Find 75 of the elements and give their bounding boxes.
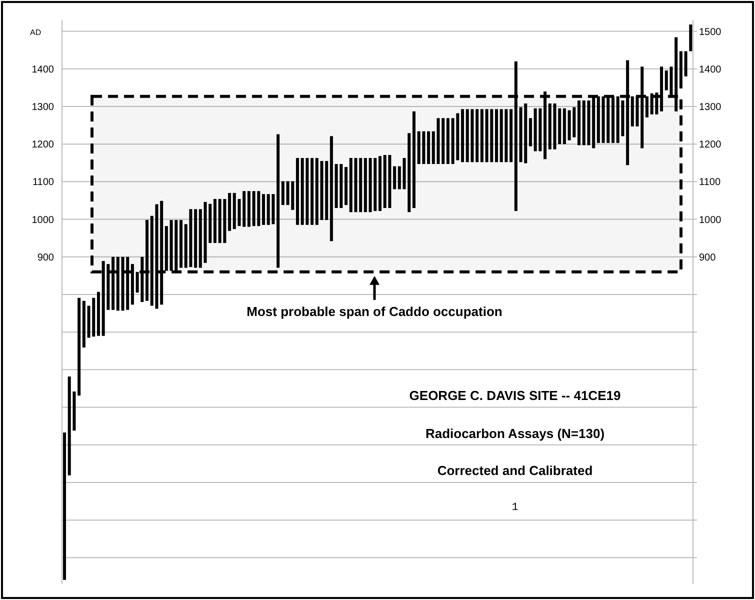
y2-tick-label: 1400 (699, 64, 722, 76)
y-tick-label: 1200 (32, 140, 54, 151)
bar (359, 158, 362, 212)
annotation: 1 (510, 501, 520, 516)
bar (689, 24, 692, 52)
bar (510, 109, 513, 162)
y-tick-label: 1400 (32, 64, 54, 76)
y-axis-title: AD (30, 28, 42, 37)
bar (514, 61, 518, 212)
bar (315, 158, 318, 225)
bar (112, 256, 115, 310)
bar (344, 167, 348, 205)
bar (146, 220, 149, 301)
bar (96, 292, 100, 336)
legend-label: Most probable span of Caddo occupation (246, 304, 502, 319)
y2-tick-label: 1200 (699, 140, 722, 151)
bar (78, 298, 81, 396)
y2-tick-label: 900 (699, 252, 716, 264)
bar (126, 256, 130, 310)
bar (378, 156, 382, 212)
bar (442, 118, 445, 164)
bar (276, 134, 280, 268)
bar (213, 198, 216, 243)
bar (164, 226, 168, 271)
y-tick-label: 1300 (32, 102, 54, 114)
bar (544, 91, 547, 160)
y-tick-label: 1000 (32, 214, 54, 226)
bar (674, 37, 678, 112)
y2-tick-label: 1300 (699, 102, 722, 114)
bar (198, 209, 202, 268)
bar (242, 191, 246, 227)
bar (330, 136, 333, 242)
bar (528, 118, 532, 146)
bar (130, 264, 134, 305)
bar (679, 51, 682, 88)
bar (393, 166, 396, 190)
bar (364, 158, 367, 212)
bar (592, 96, 596, 148)
bar (684, 51, 688, 76)
bar (476, 109, 479, 162)
bar (296, 158, 299, 225)
y-tick-label: 1100 (32, 177, 54, 188)
y2-tick-label: 1500 (699, 26, 722, 38)
y-tick-label: 900 (37, 252, 54, 264)
bar (630, 96, 634, 126)
bar (562, 108, 566, 144)
bar (626, 60, 630, 166)
bar (82, 300, 86, 348)
bar (262, 194, 266, 225)
bar (427, 131, 430, 164)
bar (596, 96, 600, 143)
annotation: Corrected and Calibrated (436, 462, 594, 480)
bar (494, 109, 498, 162)
text: Radiocarbon Assays (N=130) (424, 424, 606, 443)
bar (310, 158, 314, 225)
bar (160, 200, 164, 305)
bar (398, 166, 401, 190)
bar (228, 192, 232, 231)
bar (63, 432, 66, 580)
bar (578, 100, 581, 146)
bar (461, 109, 464, 162)
bar (179, 220, 182, 268)
bar (611, 96, 614, 143)
bar (660, 66, 664, 112)
bar (194, 209, 198, 268)
bar (446, 118, 450, 164)
y2-tick-label: 1000 (699, 214, 722, 226)
bar (480, 109, 484, 162)
bar (247, 191, 250, 227)
bar (412, 111, 416, 208)
y2-tick-label: 1100 (699, 177, 721, 188)
bar (645, 96, 648, 118)
text: GEORGE C. DAVIS SITE -- 41CE19 (408, 387, 622, 405)
bar (281, 181, 284, 205)
bar (558, 108, 562, 144)
